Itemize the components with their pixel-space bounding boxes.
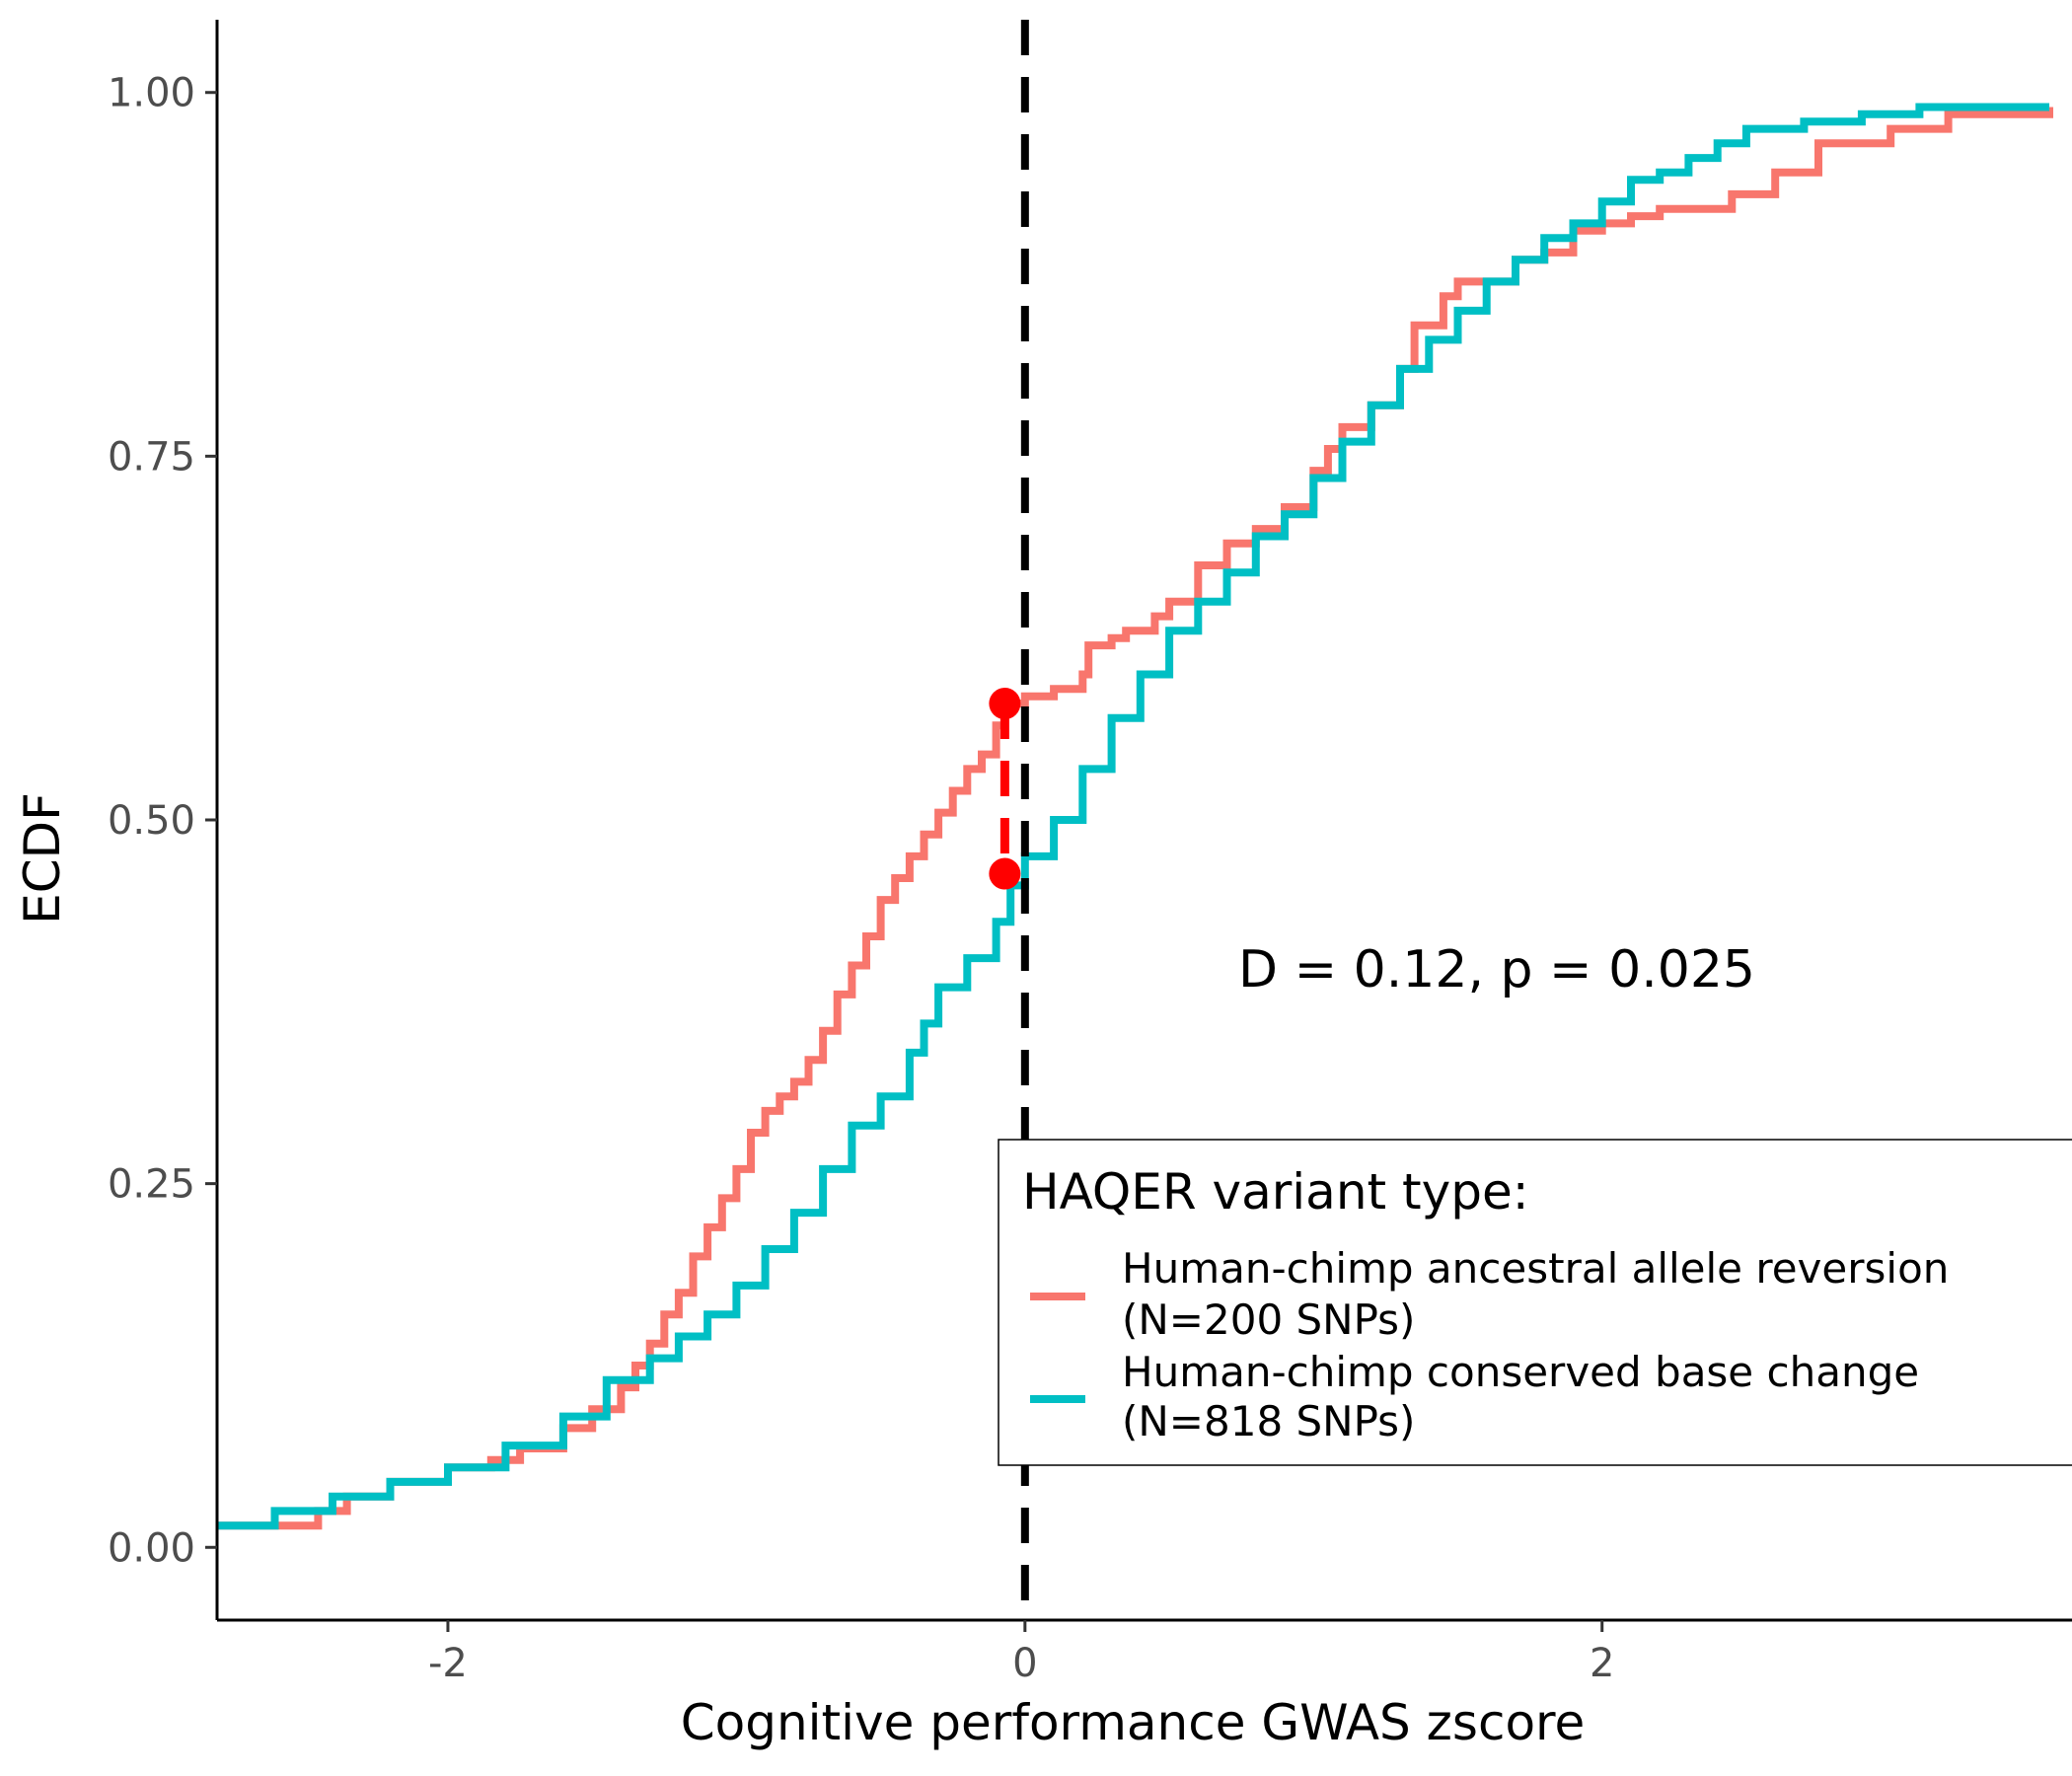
- ks-point-low: [989, 857, 1021, 890]
- series-line-2: [217, 103, 2049, 1530]
- series-layer: [217, 103, 2053, 1530]
- y-tick-label-3: 0.75: [108, 434, 195, 480]
- legend: HAQER variant type: Human-chimp ancestra…: [998, 1139, 2072, 1466]
- x-axis-title: Cognitive performance GWAS zscore: [681, 1694, 1586, 1751]
- x-tick-label-0: -2: [428, 1641, 468, 1686]
- y-tick-label-4: 1.00: [108, 71, 195, 116]
- legend-label-1: Human-chimp ancestral allele reversion (N…: [1122, 1244, 1949, 1344]
- legend-label-line: Human-chimp ancestral allele reversion: [1122, 1244, 1949, 1293]
- legend-box: [998, 1139, 2072, 1466]
- legend-label-2: Human-chimp conserved base change (N=818 …: [1122, 1348, 1919, 1445]
- legend-label-line: (N=818 SNPs): [1122, 1397, 1415, 1445]
- y-tick-label-2: 0.50: [108, 798, 195, 844]
- legend-items: Human-chimp ancestral allele reversion (N…: [1030, 1244, 1949, 1445]
- x-tick-label-1: 0: [1012, 1641, 1037, 1686]
- legend-label-line: Human-chimp conserved base change: [1122, 1348, 1919, 1396]
- y-axis-title: ECDF: [14, 792, 71, 925]
- y-tick-label-0: 0.00: [108, 1525, 195, 1571]
- legend-title: HAQER variant type:: [1022, 1163, 1529, 1221]
- y-tick-label-1: 0.25: [108, 1162, 195, 1208]
- legend-label-line: (N=200 SNPs): [1122, 1295, 1415, 1344]
- axes-layer: 0.00 0.25 0.50 0.75 1.00 -2 0 2: [108, 20, 2072, 1686]
- ks-point-high: [989, 688, 1021, 720]
- x-tick-label-2: 2: [1590, 1641, 1614, 1686]
- ks-statistic-annotation: D = 0.12, p = 0.025: [1238, 940, 1755, 999]
